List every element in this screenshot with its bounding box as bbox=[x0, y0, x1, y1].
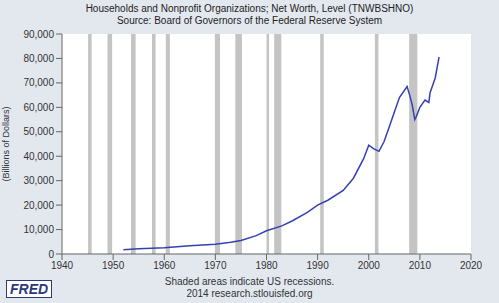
svg-text:10,000: 10,000 bbox=[23, 224, 54, 235]
svg-text:1940: 1940 bbox=[51, 260, 74, 271]
svg-text:30,000: 30,000 bbox=[23, 175, 54, 186]
svg-text:60,000: 60,000 bbox=[23, 102, 54, 113]
svg-text:90,000: 90,000 bbox=[23, 29, 54, 40]
svg-text:70,000: 70,000 bbox=[23, 77, 54, 88]
svg-text:40,000: 40,000 bbox=[23, 151, 54, 162]
svg-text:50,000: 50,000 bbox=[23, 126, 54, 137]
svg-text:2000: 2000 bbox=[358, 260, 381, 271]
html-text:Source: Board of Governors of: Source: Board of Governors of the Federa… bbox=[116, 15, 383, 26]
svg-text:2010: 2010 bbox=[409, 260, 432, 271]
svg-text:1970: 1970 bbox=[204, 260, 227, 271]
html-text:2014 research.stlouisfed.org: 2014 research.stlouisfed.org bbox=[186, 288, 313, 299]
svg-text:0: 0 bbox=[48, 249, 54, 260]
html-text:Shaded areas indicate US reces: Shaded areas indicate US recessions. bbox=[164, 276, 335, 287]
html-text:FRED: FRED bbox=[10, 281, 49, 297]
svg-text:(Billions of Dollars): (Billions of Dollars) bbox=[8, 106, 11, 181]
html-text:Households and Nonprofit Organ: Households and Nonprofit Organizations; … bbox=[85, 3, 414, 14]
svg-text:1980: 1980 bbox=[255, 260, 278, 271]
svg-text:80,000: 80,000 bbox=[23, 53, 54, 64]
svg-text:2020: 2020 bbox=[460, 260, 483, 271]
svg-text:1960: 1960 bbox=[153, 260, 176, 271]
svg-text:1950: 1950 bbox=[102, 260, 125, 271]
svg-text:20,000: 20,000 bbox=[23, 200, 54, 211]
svg-text:1990: 1990 bbox=[307, 260, 330, 271]
